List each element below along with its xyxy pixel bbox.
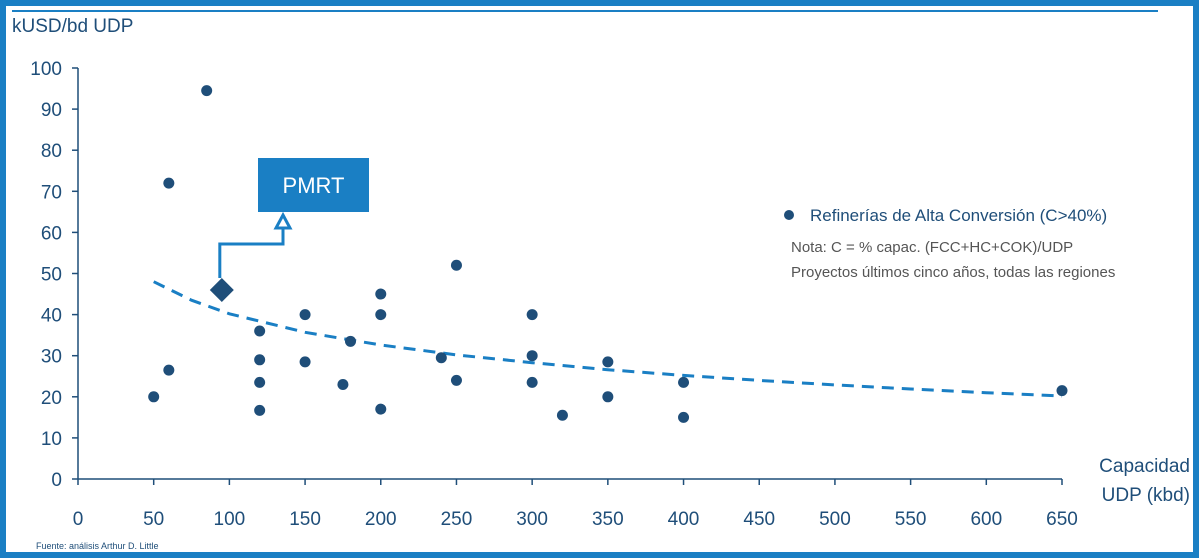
x-tick-label: 100 [214,509,246,530]
x-tick-label: 0 [73,509,84,530]
trend-line [153,280,1063,398]
x-tick-label: 150 [289,509,321,530]
scatter-point [450,259,462,271]
legend-entry: Refinerías de Alta Conversión (C>40%) [810,206,1107,225]
scatter-point [254,376,266,388]
scatter-point [556,409,568,421]
y-tick-label: 20 [41,388,62,409]
x-axis-label-line2: UDP (kbd) [1102,485,1190,506]
y-tick-label: 0 [51,470,62,491]
pmrt-callout-arrowhead [273,211,293,230]
scatter-point [678,376,690,388]
scatter-point [254,354,266,366]
y-tick-label: 10 [41,429,62,450]
scatter-point [201,85,213,97]
scatter-point [337,378,349,390]
scatter-point [254,325,266,337]
scatter-point [163,177,175,189]
scatter-point [526,309,538,321]
y-tick-label: 60 [41,223,62,244]
x-axis-label-line1: Capacidad [1099,456,1190,477]
scatter-point [375,288,387,300]
x-tick-label: 550 [895,509,927,530]
y-tick-label: 80 [41,141,62,162]
x-tick-label: 200 [365,509,397,530]
y-tick-label: 50 [41,265,62,286]
legend-marker-icon [784,210,794,220]
scatter-point [678,411,690,423]
source-note: Fuente: análisis Arthur D. Little [36,541,159,551]
scatter-point [344,335,356,347]
legend-note-line2: Proyectos últimos cinco años, todas las … [791,264,1115,281]
y-tick-label: 30 [41,347,62,368]
pmrt-callout-label: PMRT [283,173,345,198]
top-rule [12,10,1158,12]
x-tick-label: 400 [668,509,700,530]
x-axis-ticks: 0 50 100 150 200 250 300 350 400 450 500 550 600 650 [73,479,1078,530]
scatter-point [299,309,311,321]
scatter-point [375,309,387,321]
pmrt-callout-box [258,158,369,212]
scatter-point [602,356,614,368]
data-points [148,85,1068,423]
scatter-point [526,350,538,362]
scatter-point [435,352,447,364]
x-tick-label: 350 [592,509,624,530]
scatter-point [163,364,175,376]
scatter-point [375,403,387,415]
scatter-point [450,374,462,386]
pmrt-diamond-marker [209,277,234,302]
scatter-point [526,376,538,388]
y-tick-label: 40 [41,306,62,327]
y-tick-label: 90 [41,100,62,121]
scatter-point [602,391,614,403]
y-tick-label: 100 [30,59,62,80]
scatter-point [254,404,266,416]
y-axis-label: kUSD/bd UDP [12,16,133,37]
x-tick-label: 300 [516,509,548,530]
legend-note-line1: Nota: C = % capac. (FCC+HC+COK)/UDP [791,239,1073,256]
x-tick-label: 50 [143,509,164,530]
y-axis-ticks: 0 10 20 30 40 50 60 70 80 90 100 [30,59,78,491]
scatter-point [299,356,311,368]
scatter-point [148,391,160,403]
x-tick-label: 500 [819,509,851,530]
y-tick-label: 70 [41,182,62,203]
x-tick-label: 650 [1046,509,1078,530]
x-tick-label: 450 [743,509,775,530]
x-tick-label: 600 [970,509,1002,530]
scatter-point [1056,385,1068,397]
x-tick-label: 250 [441,509,473,530]
pmrt-callout-connector [218,228,285,278]
